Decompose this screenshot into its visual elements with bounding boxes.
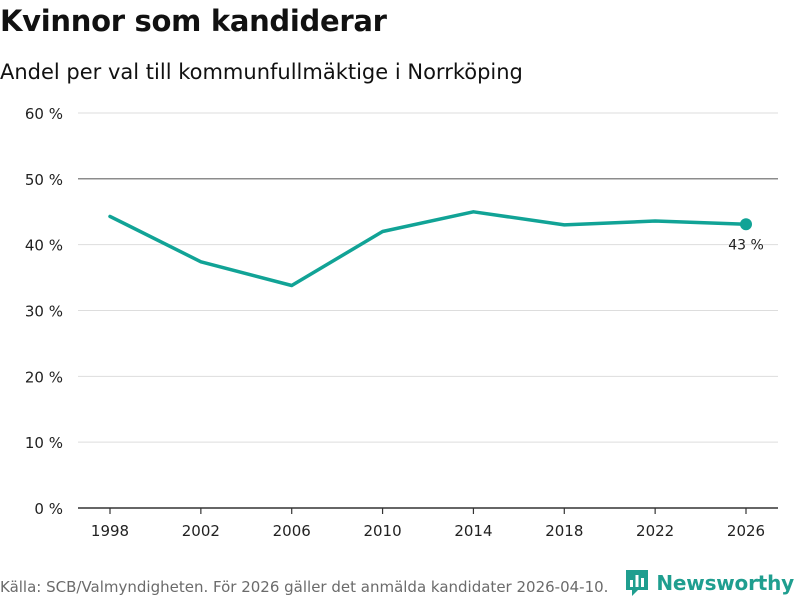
chart-subtitle: Andel per val till kommunfullmäktige i N… xyxy=(0,60,523,84)
brand-logo: Newsworthy xyxy=(624,568,794,598)
series-line xyxy=(108,210,748,288)
chart-title: Kvinnor som kandiderar xyxy=(0,4,387,38)
end-point-marker xyxy=(740,218,752,231)
y-tick-label: 50 % xyxy=(25,171,63,189)
x-tick-label: 2014 xyxy=(454,522,492,540)
y-tick-label: 30 % xyxy=(25,303,63,321)
y-tick-label: 60 % xyxy=(25,105,63,123)
brand-name: Newsworthy xyxy=(656,571,794,595)
y-tick-label: 0 % xyxy=(34,500,63,518)
y-tick-label: 10 % xyxy=(25,434,63,452)
y-tick-label: 40 % xyxy=(25,237,63,255)
x-tick-label: 2018 xyxy=(545,522,583,540)
newsworthy-logo-icon xyxy=(626,570,649,596)
x-tick-label: 2006 xyxy=(273,522,311,540)
x-tick-label: 2026 xyxy=(727,522,765,540)
x-tick-label: 2010 xyxy=(363,522,401,540)
source-note: Källa: SCB/Valmyndigheten. För 2026 gäll… xyxy=(0,578,609,596)
x-tick-label: 2022 xyxy=(636,522,674,540)
y-tick-label: 20 % xyxy=(25,368,63,386)
x-tick-label: 2002 xyxy=(182,522,220,540)
x-tick-label: 1998 xyxy=(91,522,129,540)
end-value-label: 43 % xyxy=(728,237,764,253)
